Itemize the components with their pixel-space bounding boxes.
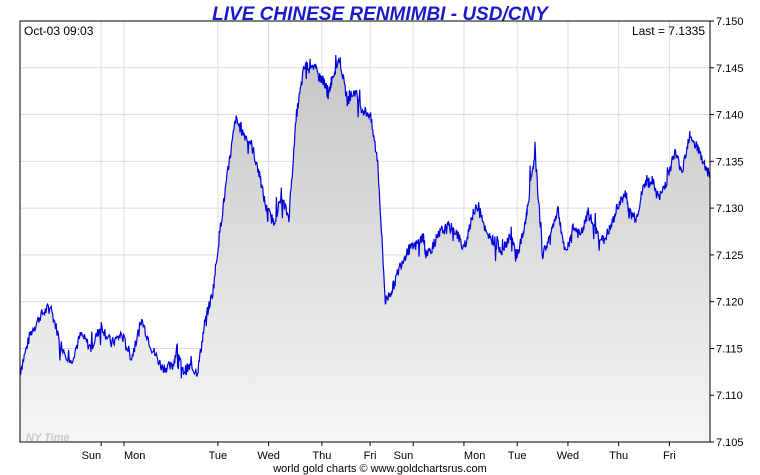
y-tick-label: 7.140 [716, 110, 744, 122]
x-tick-label: Wed [257, 450, 279, 462]
timestamp-label: Oct-03 09:03 [24, 24, 94, 38]
y-tick-label: 7.110 [716, 390, 743, 402]
x-tick-label: Wed [557, 450, 579, 462]
chart-title: LIVE CHINESE RENMIMBI - USD/CNY [212, 4, 550, 25]
price-area [20, 55, 710, 442]
price-line [19, 54, 711, 379]
y-tick-label: 7.150 [716, 16, 744, 28]
x-tick-label: Fri [364, 450, 377, 462]
y-tick-label: 7.145 [716, 63, 744, 75]
plot-frame [19, 20, 711, 443]
x-axis: Sun Mon Tue Wed Thu Fri Sun Mon Tue Wed Thu Fri [82, 442, 676, 462]
last-price-label: Last = 7.1335 [632, 24, 705, 38]
x-tick-label: Mon [124, 450, 145, 462]
footer-credit: world gold charts © www.goldchartsrus.co… [272, 463, 487, 475]
x-tick-label: Sun [394, 450, 414, 462]
y-tick-label: 7.120 [716, 297, 744, 309]
x-tick-label: Thu [312, 450, 331, 462]
y-tick-label: 7.115 [716, 343, 743, 355]
x-tick-label: Thu [609, 450, 628, 462]
y-axis: 7.105 7.110 7.115 7.120 7.125 7.130 7.135 7.140… [710, 16, 744, 449]
y-tick-label: 7.125 [716, 250, 744, 262]
x-tick-label: Sun [82, 450, 102, 462]
y-tick-label: 7.130 [716, 203, 744, 215]
x-tick-label: Tue [508, 450, 527, 462]
y-tick-label: 7.135 [716, 156, 744, 168]
x-tick-label: Mon [464, 450, 485, 462]
y-tick-label: 7.105 [716, 437, 744, 449]
timezone-watermark: NY Time [26, 432, 70, 444]
x-tick-label: Tue [209, 450, 228, 462]
x-tick-label: Fri [663, 450, 676, 462]
